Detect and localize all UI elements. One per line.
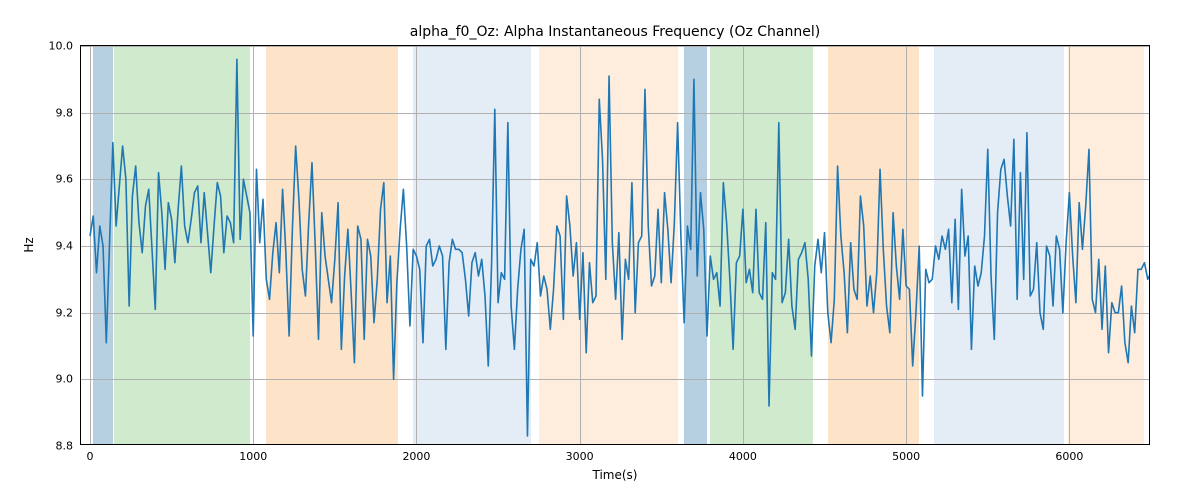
plot-area [81, 46, 1149, 444]
axes: alpha_f0_Oz: Alpha Instantaneous Frequen… [80, 45, 1150, 445]
x-tick-label: 0 [86, 450, 93, 463]
y-tick-label: 9.4 [56, 240, 74, 253]
y-tick-label: 9.2 [56, 306, 74, 319]
figure: alpha_f0_Oz: Alpha Instantaneous Frequen… [0, 0, 1200, 500]
y-tick-label: 9.0 [56, 373, 74, 386]
y-tick-label: 8.8 [56, 440, 74, 453]
y-tick-label: 9.8 [56, 106, 74, 119]
y-tick-label: 9.6 [56, 173, 74, 186]
x-tick-label: 6000 [1055, 450, 1083, 463]
y-tick-label: 10.0 [49, 40, 74, 53]
x-tick-label: 3000 [566, 450, 594, 463]
x-tick-label: 5000 [892, 450, 920, 463]
x-tick-label: 1000 [239, 450, 267, 463]
chart-title: alpha_f0_Oz: Alpha Instantaneous Frequen… [410, 24, 820, 40]
line-series [81, 46, 1149, 444]
alpha-f0-oz-line [90, 59, 1149, 436]
y-axis-label: Hz [22, 237, 36, 252]
x-tick-label: 2000 [402, 450, 430, 463]
x-axis-label: Time(s) [593, 468, 638, 482]
x-tick-label: 4000 [729, 450, 757, 463]
